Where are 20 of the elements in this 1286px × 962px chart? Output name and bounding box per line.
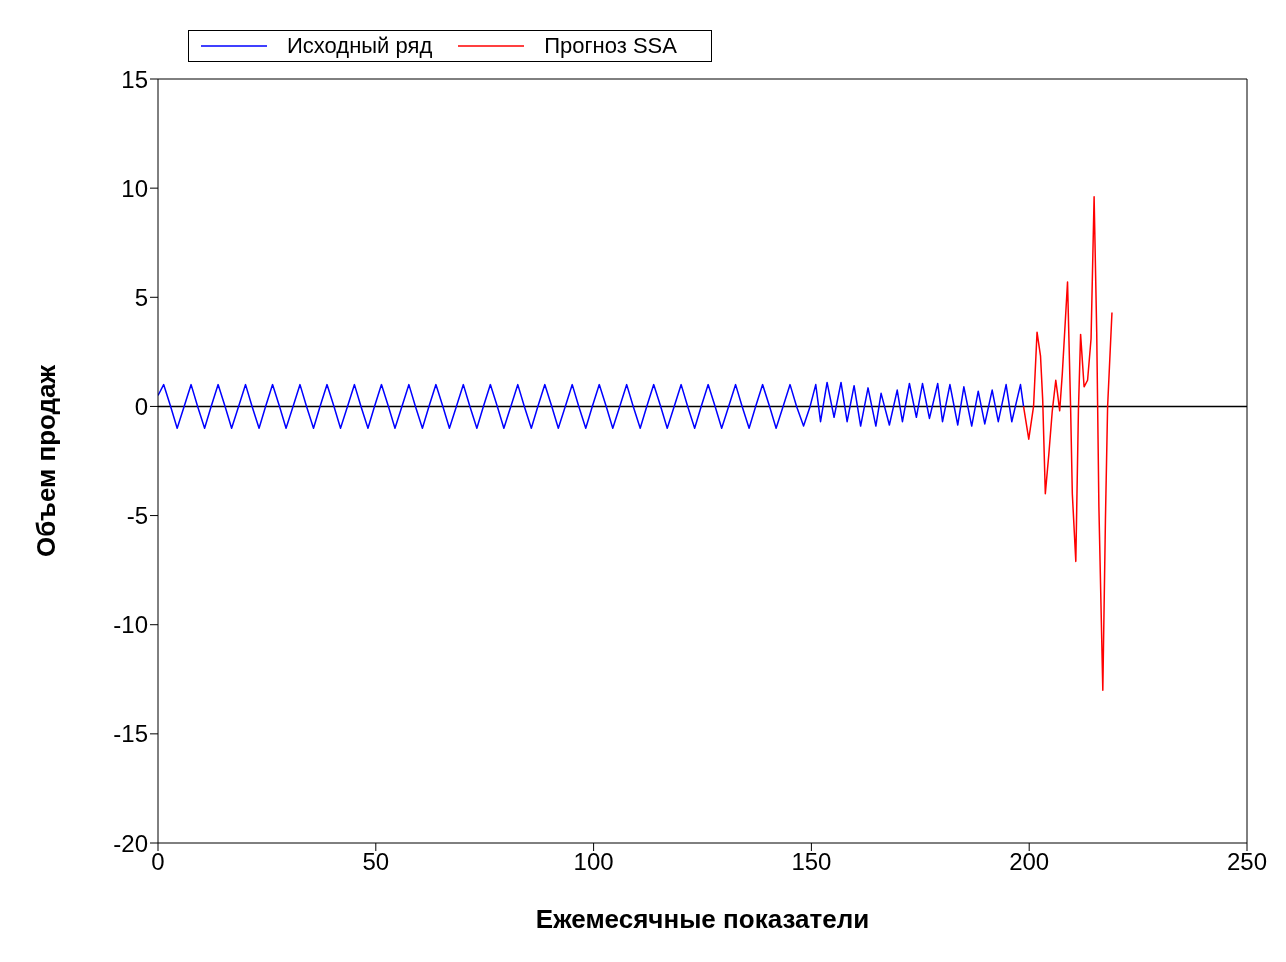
y-axis-title: Объем продаж — [31, 364, 62, 557]
x-tick-label: 250 — [1226, 848, 1268, 876]
line-series — [158, 381, 1025, 430]
x-tick-label: 0 — [151, 848, 165, 876]
y-tick-label: -20 — [113, 829, 148, 857]
y-tick-label: 5 — [134, 283, 148, 311]
y-tick-label: -15 — [113, 720, 148, 748]
x-axis-title: Ежемесячные показатели — [535, 904, 870, 934]
y-tick-label: 0 — [134, 392, 148, 420]
legend-label: Исходный ряд — [287, 33, 433, 59]
y-tick-label: 10 — [121, 174, 148, 202]
x-tick-label: 150 — [791, 848, 832, 876]
y-tick-label: 15 — [121, 65, 148, 93]
x-tick-label: 100 — [573, 848, 614, 876]
y-tick-label: -10 — [113, 611, 148, 639]
legend-label: Прогноз SSA — [544, 33, 677, 59]
x-tick-label: 200 — [1009, 848, 1050, 876]
x-tick-label: 50 — [362, 848, 390, 876]
line-series — [1022, 196, 1113, 691]
y-tick-label: -5 — [126, 502, 148, 530]
